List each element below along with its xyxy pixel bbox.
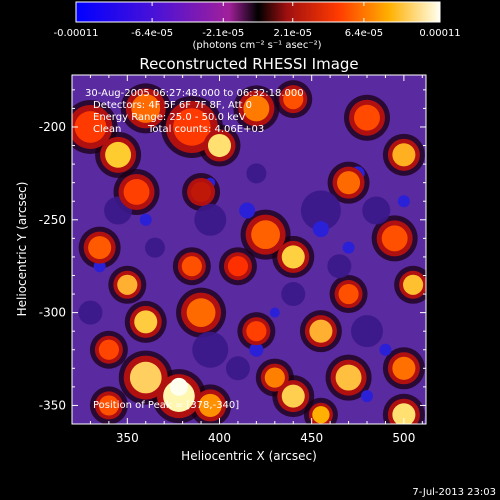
heatmap-low-region bbox=[194, 203, 227, 236]
heatmap-low-region bbox=[351, 315, 383, 348]
heatmap-blob bbox=[198, 393, 222, 417]
heatmap-peak bbox=[169, 377, 188, 396]
colorbar-ticks: -0.00011 -6.4e-05 -2.1e-05 2.1e-05 6.4e-05 0.… bbox=[54, 2, 461, 39]
heatmap-blob bbox=[283, 89, 304, 110]
heatmap-min-spot bbox=[397, 195, 410, 208]
heatmap-blob bbox=[74, 111, 107, 143]
heatmap-blob bbox=[88, 236, 112, 260]
heatmap-blob bbox=[281, 384, 305, 408]
plot-frame bbox=[71, 74, 427, 425]
chart-title: Reconstructed RHESSI Image bbox=[139, 55, 358, 73]
x-tick-label: 500 bbox=[392, 431, 415, 445]
heatmap-low-region bbox=[327, 254, 352, 279]
heatmap-low-region bbox=[362, 196, 391, 225]
x-tick-label: 400 bbox=[208, 431, 231, 445]
heatmap-min-spot bbox=[239, 202, 256, 219]
heatmap-blob bbox=[312, 406, 330, 424]
heatmap-min-spot bbox=[361, 390, 373, 403]
colorbar-tick-label: 0.00011 bbox=[419, 28, 460, 39]
colorbar-tick-label: 6.4e-05 bbox=[345, 28, 383, 39]
heatmap-blob bbox=[98, 339, 119, 360]
colorbar-tick-label: -6.4e-05 bbox=[131, 28, 173, 39]
colorbar-unit-label: (photons cm⁻² s⁻¹ asec⁻²) bbox=[192, 40, 321, 51]
heatmap-blob bbox=[227, 256, 249, 277]
x-tick-label: 350 bbox=[116, 431, 139, 445]
heatmap-blob bbox=[246, 321, 267, 342]
heatmap-min-spot bbox=[312, 221, 329, 238]
heatmap-low-region bbox=[281, 282, 306, 307]
heatmap-min-spot bbox=[249, 342, 264, 357]
annotation-time-range: 30-Aug-2005 06:27:48.000 to 06:32:18.000 bbox=[85, 88, 304, 99]
heatmap-blob bbox=[98, 395, 119, 416]
heatmap-min-spot bbox=[379, 343, 392, 356]
heatmap-blob bbox=[186, 298, 216, 328]
heatmap-image bbox=[72, 80, 426, 424]
heatmap-blob bbox=[392, 356, 416, 380]
y-tick-label: -200 bbox=[39, 120, 66, 134]
annotation-energy: Energy Range: 25.0 - 50.0 keV bbox=[93, 112, 246, 123]
heatmap-low-region bbox=[246, 163, 267, 184]
heatmap-blob bbox=[392, 403, 416, 424]
heatmap-blob bbox=[243, 95, 270, 122]
heatmap-blob bbox=[403, 274, 424, 295]
heatmap-blob bbox=[105, 141, 132, 168]
heatmap-blob bbox=[251, 220, 280, 250]
x-axis-label: Heliocentric X (arcsec) bbox=[181, 449, 317, 463]
heatmap-blob bbox=[264, 367, 285, 388]
y-tick-label: -250 bbox=[39, 213, 66, 227]
colorbar-tick-label: 2.1e-05 bbox=[274, 28, 312, 39]
heatmap-blob bbox=[190, 181, 212, 203]
heatmap-blob bbox=[123, 178, 150, 205]
heatmap-blob bbox=[173, 108, 211, 146]
heatmap-blob bbox=[281, 245, 305, 269]
heatmap-low-region bbox=[225, 356, 250, 381]
y-tick-label: -350 bbox=[39, 398, 66, 412]
y-axis-label: Heliocentric Y (arcsec) bbox=[15, 182, 29, 317]
axes: 350 400 450 500 -200 -250 -300 -350 bbox=[39, 75, 426, 445]
heatmap-blob bbox=[181, 256, 202, 277]
heatmap-blob bbox=[354, 104, 380, 131]
x-tick-label: 450 bbox=[300, 431, 323, 445]
heatmap-low-region bbox=[192, 331, 229, 368]
heatmap-blob bbox=[381, 225, 408, 252]
annotation-method: Clean bbox=[93, 124, 121, 135]
heatmap-blob bbox=[117, 274, 138, 295]
heatmap-blob bbox=[129, 361, 162, 394]
heatmap-min-spot bbox=[139, 213, 152, 226]
heatmap-blob bbox=[134, 310, 158, 334]
colorbar bbox=[75, 1, 441, 23]
colorbar-tick-label: -0.00011 bbox=[54, 28, 99, 39]
annotation-peak: Position of Peak = [378,-340] bbox=[93, 400, 239, 411]
annotation-counts: Total counts: 4.06E+03 bbox=[147, 124, 264, 135]
y-tick-label: -300 bbox=[39, 306, 66, 320]
heatmap-low-region bbox=[144, 237, 165, 258]
heatmap-low-region bbox=[78, 300, 103, 325]
heatmap-blob bbox=[338, 283, 359, 305]
heatmap-blob bbox=[392, 143, 416, 167]
footer-timestamp: 7-Jul-2013 23:03 bbox=[412, 487, 496, 498]
heatmap-low-region bbox=[300, 190, 341, 231]
annotation-detectors: Detectors: 4F 5F 6F 7F 8F, Att 0 bbox=[93, 100, 252, 111]
heatmap-min-spot bbox=[342, 241, 355, 254]
heatmap-blob bbox=[309, 319, 333, 343]
colorbar-tick-label: -2.1e-05 bbox=[202, 28, 244, 39]
heatmap-blob bbox=[207, 134, 232, 158]
heatmap-blob bbox=[337, 171, 361, 195]
heatmap-blob bbox=[131, 94, 161, 123]
heatmap-blob bbox=[335, 364, 362, 391]
heatmap-min-spot bbox=[269, 307, 280, 318]
